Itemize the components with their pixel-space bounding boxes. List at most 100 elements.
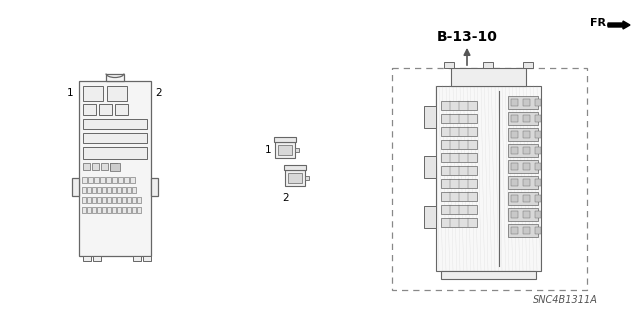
Bar — [137, 206, 141, 212]
Bar — [92, 162, 99, 169]
Bar — [107, 187, 111, 192]
Bar — [92, 197, 96, 203]
Bar — [523, 226, 530, 234]
Bar — [275, 142, 295, 158]
Bar — [115, 103, 128, 115]
Bar — [508, 191, 538, 204]
Bar — [511, 195, 518, 202]
Bar — [278, 145, 292, 155]
Bar — [522, 62, 532, 68]
Bar — [285, 170, 305, 186]
Bar — [534, 99, 541, 106]
Bar — [143, 256, 151, 261]
Bar — [83, 85, 103, 100]
Bar — [523, 195, 530, 202]
Bar — [440, 114, 477, 122]
Bar — [508, 128, 538, 140]
Bar — [83, 146, 147, 159]
Bar — [82, 206, 86, 212]
Bar — [102, 206, 106, 212]
Bar — [87, 187, 91, 192]
Bar — [508, 95, 538, 108]
Bar — [93, 256, 101, 261]
Bar — [440, 218, 477, 226]
Bar — [117, 187, 121, 192]
Bar — [440, 179, 477, 188]
Bar — [110, 162, 117, 169]
Bar — [117, 206, 121, 212]
Bar — [440, 271, 536, 278]
Bar — [444, 62, 454, 68]
Bar — [133, 256, 141, 261]
Bar — [534, 115, 541, 122]
Bar — [106, 73, 124, 80]
Bar — [508, 175, 538, 189]
Bar — [534, 226, 541, 234]
Bar — [451, 68, 525, 85]
Bar — [295, 148, 299, 152]
Bar — [102, 197, 106, 203]
Bar — [508, 112, 538, 124]
Bar — [440, 166, 477, 174]
Bar — [83, 103, 96, 115]
Bar — [523, 179, 530, 186]
Text: 2: 2 — [282, 193, 289, 203]
Bar — [534, 146, 541, 153]
Text: 2: 2 — [155, 87, 162, 98]
Bar — [97, 197, 101, 203]
Bar — [440, 152, 477, 161]
Bar — [132, 197, 136, 203]
Text: 1: 1 — [264, 145, 271, 155]
Bar — [92, 206, 96, 212]
Bar — [87, 197, 91, 203]
Bar — [523, 130, 530, 137]
Text: B-13-10: B-13-10 — [436, 30, 497, 44]
Bar — [511, 115, 518, 122]
Bar — [107, 85, 127, 100]
Bar — [305, 176, 309, 180]
Bar — [117, 197, 121, 203]
Bar — [424, 106, 435, 128]
Text: FR.: FR. — [590, 18, 611, 28]
Bar — [511, 211, 518, 218]
Bar — [288, 173, 302, 183]
Bar — [440, 204, 477, 213]
Bar — [508, 160, 538, 173]
Bar — [511, 179, 518, 186]
Bar — [508, 144, 538, 157]
Bar — [107, 197, 111, 203]
Bar — [112, 176, 117, 182]
Bar — [83, 118, 147, 129]
Bar — [435, 85, 541, 271]
Bar — [79, 80, 151, 256]
Bar — [72, 178, 79, 196]
Bar — [102, 187, 106, 192]
Bar — [127, 206, 131, 212]
Text: 1: 1 — [67, 87, 73, 98]
Bar — [127, 187, 131, 192]
Bar — [534, 130, 541, 137]
Bar — [137, 197, 141, 203]
Bar — [483, 62, 493, 68]
Bar — [440, 139, 477, 149]
Bar — [534, 211, 541, 218]
Bar — [127, 197, 131, 203]
Bar — [122, 197, 126, 203]
Bar — [124, 176, 129, 182]
Bar — [88, 176, 93, 182]
Bar — [83, 256, 91, 261]
Bar — [82, 187, 86, 192]
Bar — [82, 176, 87, 182]
Bar — [508, 224, 538, 236]
Bar — [92, 187, 96, 192]
Bar — [97, 206, 101, 212]
Bar — [112, 206, 116, 212]
Bar — [511, 146, 518, 153]
Bar — [107, 206, 111, 212]
Bar — [112, 187, 116, 192]
Bar — [83, 132, 147, 143]
Bar — [440, 100, 477, 109]
Bar — [511, 130, 518, 137]
Bar — [392, 68, 587, 290]
Bar — [106, 176, 111, 182]
